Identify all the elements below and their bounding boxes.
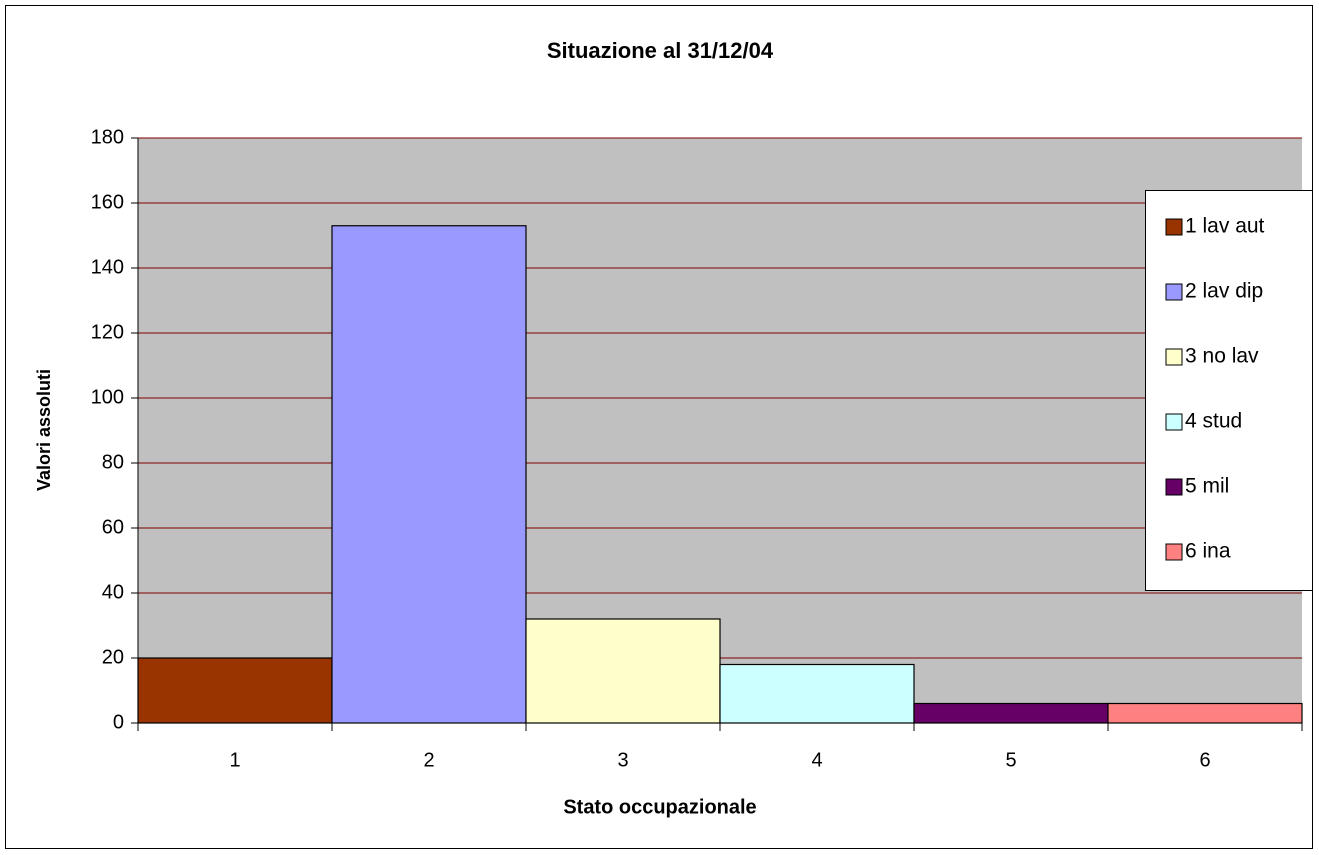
legend-swatch (1165, 413, 1183, 431)
y-tick-label: 0 (113, 711, 124, 733)
y-tick-label: 100 (91, 386, 124, 408)
legend-label: 3 no lav (1185, 345, 1259, 368)
y-tick-label: 40 (102, 581, 124, 603)
legend-swatch (1165, 283, 1183, 301)
y-tick-label: 180 (91, 126, 124, 148)
y-axis-label: Valori assoluti (34, 369, 54, 491)
bar (1107, 702, 1303, 724)
bar (331, 225, 527, 724)
legend-label: 6 ina (1185, 540, 1231, 563)
bar (913, 702, 1109, 724)
legend-label: 1 lav aut (1185, 215, 1265, 238)
y-tick-label: 60 (102, 516, 124, 538)
legend-swatch (1165, 543, 1183, 561)
legend-swatch (1165, 348, 1183, 366)
bar (719, 663, 915, 724)
y-tick-label: 120 (91, 321, 124, 343)
chart-title: Situazione al 31/12/04 (547, 38, 774, 63)
bar (137, 657, 333, 724)
legend-label: 5 mil (1185, 475, 1229, 498)
legend-label: 4 stud (1185, 410, 1242, 433)
bar (525, 618, 721, 724)
legend-swatch (1165, 218, 1183, 236)
y-tick-label: 160 (91, 191, 124, 213)
x-axis-label: Stato occupazionale (563, 796, 756, 818)
y-tick-label: 80 (102, 451, 124, 473)
x-tick-label: 3 (617, 749, 628, 771)
y-tick-label: 20 (102, 646, 124, 668)
x-tick-label: 5 (1005, 749, 1016, 771)
y-tick-label: 140 (91, 256, 124, 278)
x-tick-label: 6 (1199, 749, 1210, 771)
legend-box (1145, 190, 1313, 591)
legend-label: 2 lav dip (1185, 280, 1263, 303)
x-tick-label: 4 (811, 749, 822, 771)
x-tick-label: 1 (229, 749, 240, 771)
x-tick-label: 2 (423, 749, 434, 771)
legend-swatch (1165, 478, 1183, 496)
